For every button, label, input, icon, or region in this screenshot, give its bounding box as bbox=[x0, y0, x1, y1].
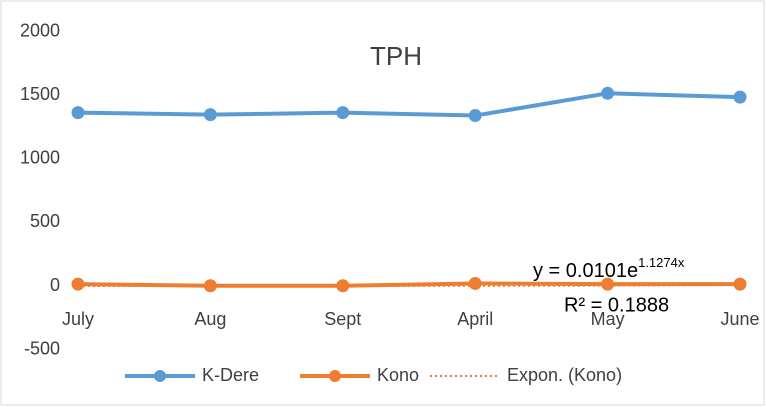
y-tick-label: -500 bbox=[24, 338, 60, 358]
x-tick-label: May bbox=[591, 309, 625, 329]
trendline-equation: y = 0.0101e1.1274x bbox=[533, 255, 685, 282]
legend-label: Expon. (Kono) bbox=[507, 365, 622, 385]
legend-label: K-Dere bbox=[202, 365, 259, 385]
point bbox=[203, 108, 217, 122]
y-tick-label: 1000 bbox=[20, 148, 60, 168]
legend-label: Kono bbox=[377, 365, 419, 385]
x-tick-label: July bbox=[62, 309, 94, 329]
y-tick-label: 500 bbox=[30, 211, 60, 231]
equation-exponent: 1.1274x bbox=[638, 255, 685, 270]
point bbox=[468, 276, 482, 290]
point bbox=[601, 277, 615, 291]
legend-marker bbox=[154, 370, 166, 382]
series-line bbox=[77, 91, 741, 118]
trendline bbox=[77, 283, 741, 287]
x-tick-label: June bbox=[720, 309, 759, 329]
r-squared: R² = 0.1888 bbox=[564, 294, 669, 316]
y-tick-label: 2000 bbox=[20, 20, 60, 40]
point bbox=[336, 106, 350, 120]
y-tick-label: 1500 bbox=[20, 84, 60, 104]
point bbox=[71, 106, 85, 120]
legend-marker bbox=[329, 370, 341, 382]
point bbox=[733, 277, 747, 291]
x-tick-label: Aug bbox=[194, 309, 226, 329]
point bbox=[601, 86, 615, 100]
chart-title: TPH bbox=[370, 41, 422, 71]
y-tick-label: 0 bbox=[50, 275, 60, 295]
point bbox=[733, 90, 747, 104]
point bbox=[71, 277, 85, 291]
point bbox=[468, 109, 482, 123]
x-tick-label: Sept bbox=[324, 309, 361, 329]
x-tick-label: April bbox=[457, 309, 493, 329]
equation-text: y = 0.0101e bbox=[533, 260, 638, 282]
